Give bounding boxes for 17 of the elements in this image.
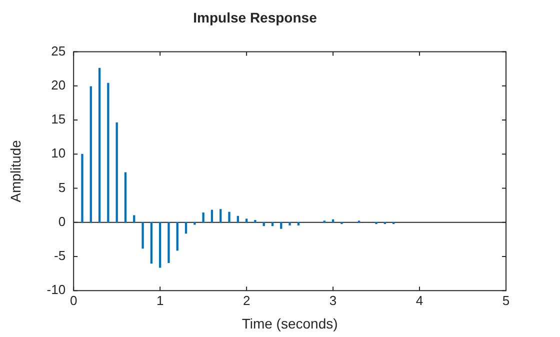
x-tick-label: 1 xyxy=(156,292,164,308)
y-tick-label: -10 xyxy=(46,282,66,298)
x-axis-title: Time (seconds) xyxy=(242,315,338,332)
x-tick-label: 0 xyxy=(70,292,78,308)
y-tick-label: -5 xyxy=(54,248,66,264)
y-tick-label: 10 xyxy=(51,146,66,161)
y-tick-label: 25 xyxy=(51,43,66,58)
y-tick-label: 5 xyxy=(58,180,66,195)
y-tick-label: 15 xyxy=(51,112,66,127)
y-tick-label: 0 xyxy=(58,214,66,229)
chart-title: Impulse Response xyxy=(193,9,318,26)
y-axis-title: Amplitude xyxy=(7,140,24,202)
x-tick-label: 3 xyxy=(329,292,337,308)
x-tick-label: 5 xyxy=(502,292,510,308)
y-tick-label: 20 xyxy=(51,77,66,92)
x-tick-label: 4 xyxy=(416,292,424,308)
x-tick-label: 2 xyxy=(242,292,250,308)
